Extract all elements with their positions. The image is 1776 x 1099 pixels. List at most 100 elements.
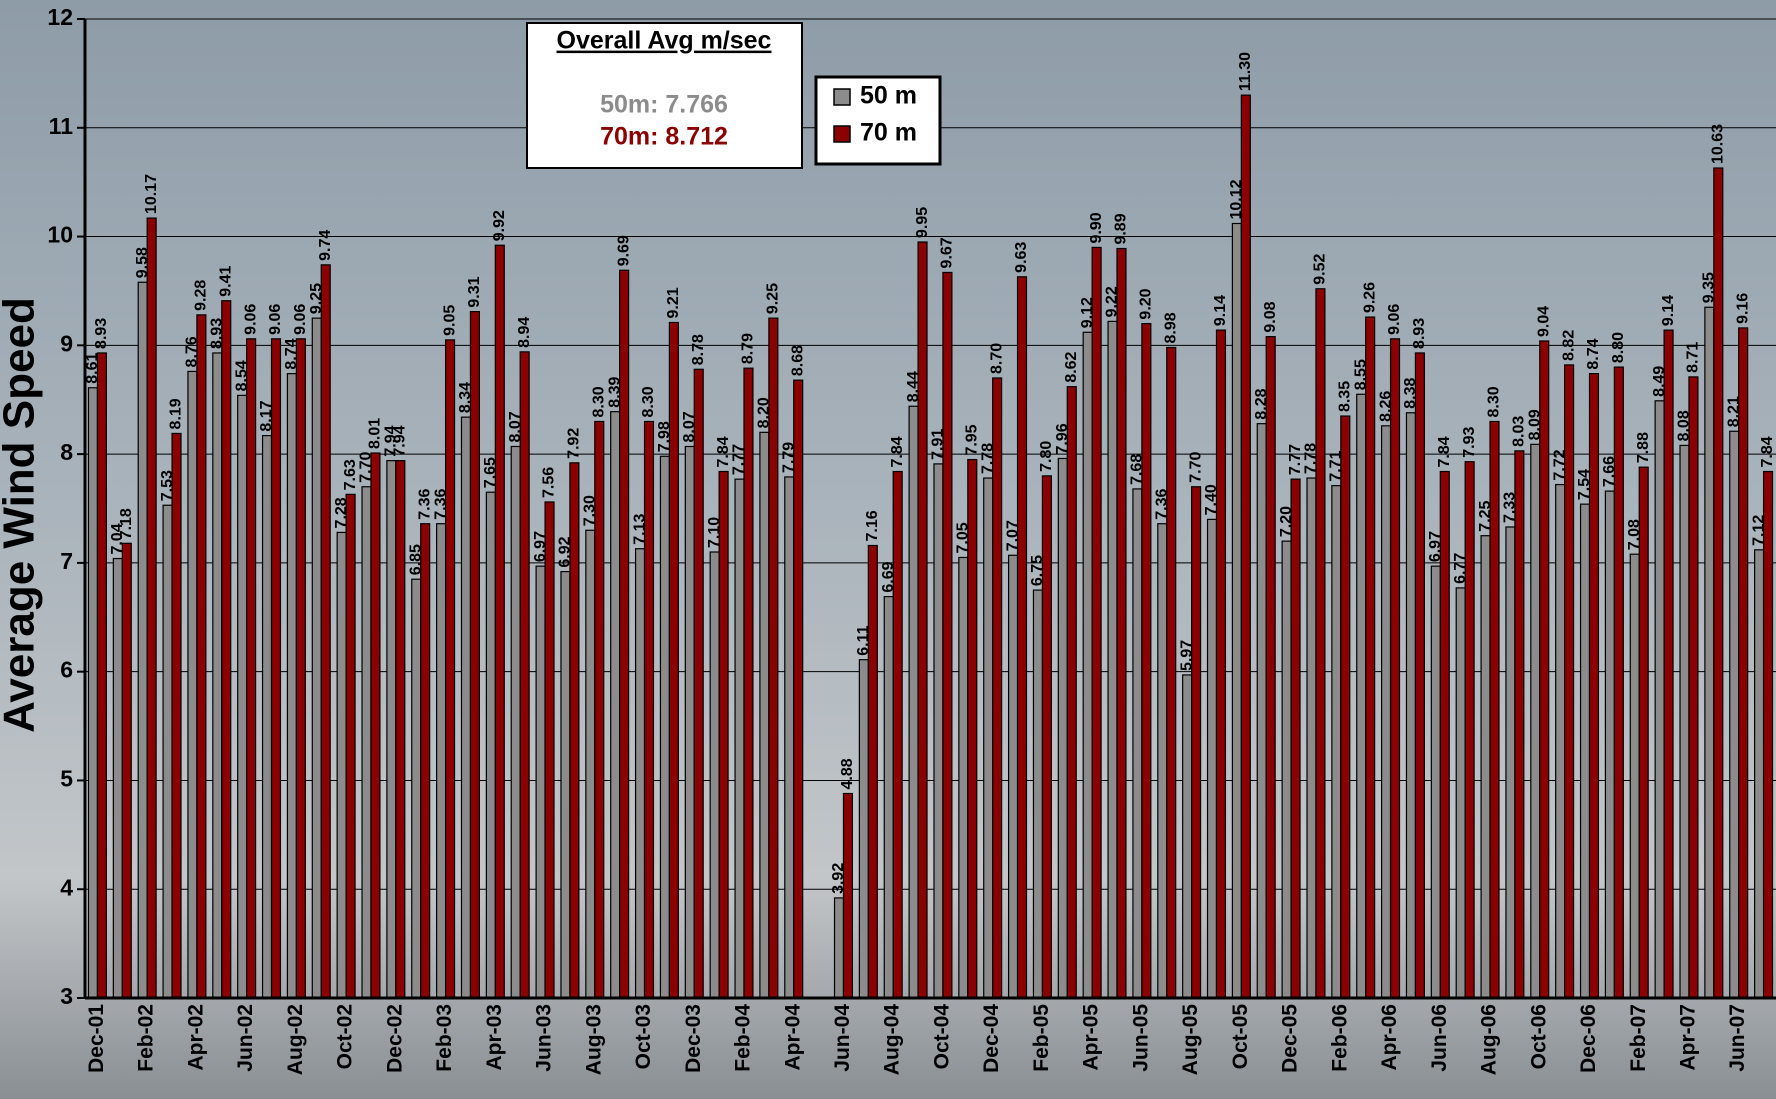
x-tick-label: Feb-07 bbox=[1627, 1004, 1650, 1072]
x-tick-label: Oct-04 bbox=[930, 1004, 953, 1070]
data-label: 9.06 bbox=[1386, 304, 1403, 335]
data-label: 8.71 bbox=[1685, 342, 1702, 373]
bar bbox=[469, 311, 481, 999]
data-label: 8.30 bbox=[1486, 386, 1503, 417]
bar bbox=[1604, 490, 1615, 999]
x-tick-label: Aug-02 bbox=[284, 1004, 307, 1075]
data-label: 7.16 bbox=[864, 510, 881, 541]
bar bbox=[759, 431, 770, 999]
bar bbox=[87, 387, 99, 999]
bar bbox=[1191, 486, 1202, 999]
data-label: 9.95 bbox=[914, 207, 931, 238]
bar bbox=[992, 377, 1003, 999]
x-tick-label: Feb-02 bbox=[135, 1004, 158, 1072]
data-label: 7.95 bbox=[963, 424, 980, 455]
bar bbox=[1016, 276, 1028, 999]
bar bbox=[361, 486, 372, 999]
bar bbox=[1265, 336, 1276, 999]
bar bbox=[1082, 331, 1093, 999]
y-tick-label: 9 bbox=[60, 330, 73, 356]
data-label: 9.25 bbox=[765, 283, 782, 314]
data-label: 7.56 bbox=[541, 467, 558, 498]
bar bbox=[917, 241, 928, 999]
bar bbox=[286, 373, 297, 999]
data-label: 8.35 bbox=[1337, 381, 1354, 412]
bar bbox=[1679, 444, 1690, 999]
bar bbox=[544, 501, 555, 999]
bar bbox=[668, 321, 679, 999]
bar bbox=[1041, 475, 1052, 999]
legend: 50 m 70 m bbox=[814, 75, 942, 166]
data-label: 9.41 bbox=[217, 265, 234, 296]
bar bbox=[395, 460, 406, 999]
x-tick-label: Dec-01 bbox=[85, 1004, 108, 1073]
bar bbox=[311, 317, 322, 999]
bar bbox=[411, 578, 422, 999]
bar bbox=[386, 460, 397, 999]
bar bbox=[784, 476, 795, 999]
legend-label: 50 m bbox=[860, 82, 917, 110]
data-label: 8.68 bbox=[789, 345, 806, 376]
bar bbox=[967, 458, 978, 999]
x-tick-label: Jun-05 bbox=[1129, 1004, 1152, 1072]
data-label: 7.84 bbox=[1759, 436, 1776, 467]
y-tick-label: 11 bbox=[49, 113, 74, 139]
data-label: 7.94 bbox=[392, 425, 409, 456]
x-tick-label: Jun-07 bbox=[1726, 1004, 1749, 1072]
bar bbox=[96, 352, 107, 999]
bar bbox=[594, 420, 605, 999]
bar bbox=[1430, 565, 1441, 999]
data-label: 9.26 bbox=[1361, 282, 1378, 313]
data-label: 8.78 bbox=[690, 334, 707, 365]
bar bbox=[643, 420, 655, 999]
data-label: 8.30 bbox=[640, 386, 657, 417]
data-label: 9.14 bbox=[1212, 295, 1229, 326]
bar bbox=[1107, 320, 1118, 999]
bar bbox=[1588, 373, 1600, 999]
bar bbox=[793, 379, 804, 999]
data-label: 10.63 bbox=[1710, 124, 1727, 164]
data-label: 9.06 bbox=[292, 304, 309, 335]
bar bbox=[146, 217, 157, 999]
bar bbox=[121, 542, 132, 999]
bar bbox=[619, 269, 630, 999]
data-label: 9.14 bbox=[1660, 295, 1677, 326]
bar bbox=[460, 416, 472, 999]
bar bbox=[585, 529, 596, 999]
bar bbox=[1157, 523, 1168, 999]
bar bbox=[1340, 415, 1351, 999]
y-tick-label: 6 bbox=[60, 657, 73, 683]
x-tick-label: Dec-04 bbox=[980, 1004, 1003, 1073]
bar bbox=[858, 659, 869, 999]
annotation-title: Overall Avg m/sec bbox=[557, 27, 772, 55]
data-label: 7.77 bbox=[1287, 444, 1304, 475]
x-tick-label: Aug-06 bbox=[1478, 1004, 1501, 1075]
bar bbox=[1455, 587, 1466, 999]
bar bbox=[1215, 329, 1227, 999]
legend-label: 70 m bbox=[860, 119, 917, 147]
data-label: 8.82 bbox=[1560, 330, 1577, 361]
bar bbox=[942, 271, 953, 999]
bar bbox=[295, 338, 306, 999]
data-label: 9.92 bbox=[491, 210, 508, 241]
data-label: 11.30 bbox=[1237, 52, 1254, 91]
plot: 3456789101112Dec-018.618.937.047.18Feb-0… bbox=[47, 4, 1776, 1075]
bar bbox=[1389, 338, 1401, 999]
bar bbox=[1256, 423, 1267, 999]
annotation-box: Overall Avg m/sec 50m: 7.766 70m: 8.712 bbox=[526, 22, 803, 169]
bar bbox=[1315, 288, 1326, 999]
bar bbox=[768, 317, 779, 999]
bar bbox=[535, 565, 546, 999]
y-tick-label: 12 bbox=[47, 4, 73, 30]
bar bbox=[659, 455, 670, 999]
x-tick-label: Apr-07 bbox=[1677, 1004, 1700, 1071]
bar bbox=[1729, 430, 1740, 999]
bar bbox=[958, 556, 969, 999]
bar bbox=[137, 281, 148, 999]
x-tick-label: Apr-05 bbox=[1080, 1004, 1103, 1071]
bar bbox=[1290, 478, 1301, 999]
data-label: 7.84 bbox=[715, 436, 732, 467]
x-tick-label: Aug-03 bbox=[582, 1004, 605, 1075]
bar bbox=[1032, 589, 1044, 999]
x-tick-label: Dec-06 bbox=[1577, 1004, 1600, 1073]
